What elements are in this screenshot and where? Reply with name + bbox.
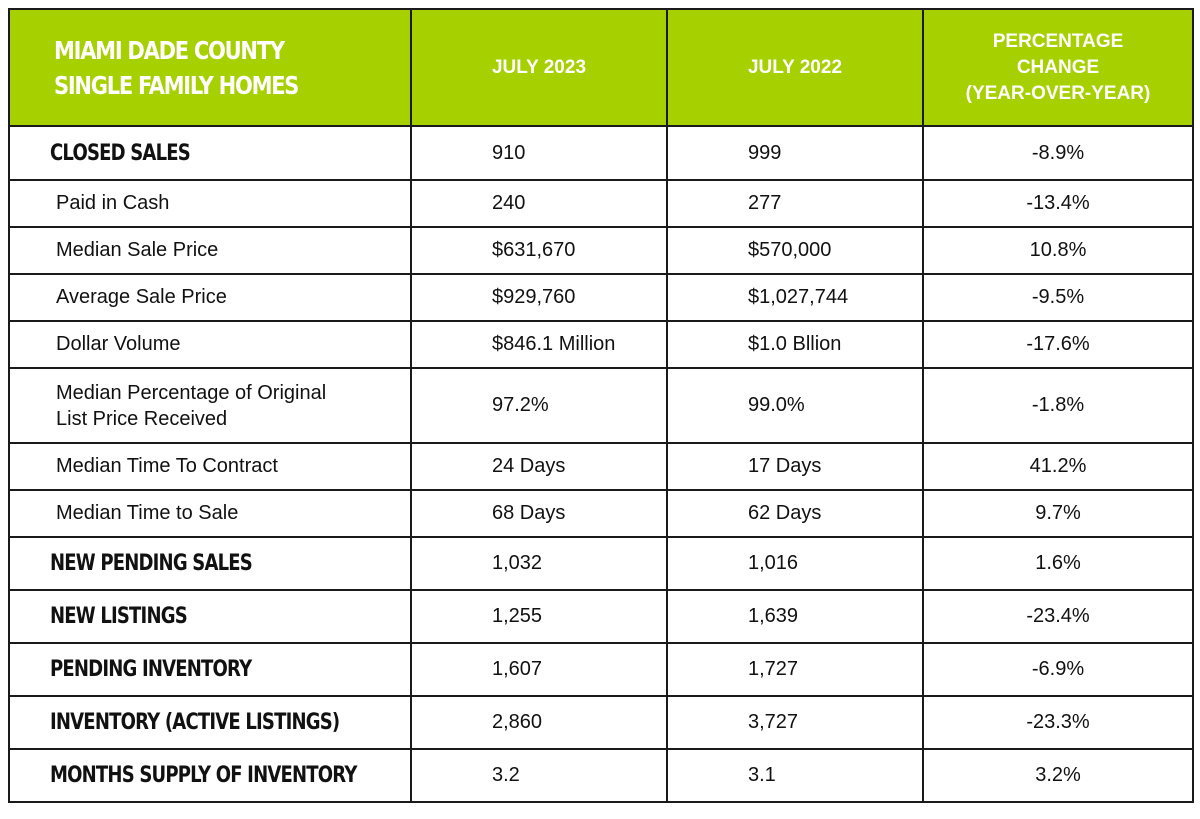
cell-july-2022: 99.0% bbox=[666, 367, 924, 444]
table-row-months-supply-of-inventory: MONTHS SUPPLY OF INVENTORY 3.2 3.1 3.2% bbox=[8, 748, 1194, 803]
cell-july-2023: 97.2% bbox=[410, 367, 668, 444]
cell-change: -8.9% bbox=[922, 125, 1194, 181]
row-label: Median Time to Sale bbox=[8, 489, 412, 538]
cell-change: 1.6% bbox=[922, 536, 1194, 591]
row-label: Median Percentage of Original List Price… bbox=[8, 367, 412, 444]
cell-change: 9.7% bbox=[922, 489, 1194, 538]
table-row-average-sale-price: Average Sale Price $929,760 $1,027,744 -… bbox=[8, 273, 1194, 322]
column-header-july-2023: JULY 2023 bbox=[410, 8, 668, 127]
col3-line-3: (YEAR-OVER-YEAR) bbox=[965, 82, 1151, 104]
cell-change: 10.8% bbox=[922, 226, 1194, 275]
cell-change: -1.8% bbox=[922, 367, 1194, 444]
cell-july-2022: 277 bbox=[666, 179, 924, 228]
table-row-new-pending-sales: NEW PENDING SALES 1,032 1,016 1.6% bbox=[8, 536, 1194, 591]
col3-line-1: PERCENTAGE bbox=[992, 30, 1124, 52]
row-label: INVENTORY (ACTIVE LISTINGS) bbox=[8, 695, 412, 750]
cell-july-2022: 1,639 bbox=[666, 589, 924, 644]
header-row: MIAMI DADE COUNTY SINGLE FAMILY HOMES JU… bbox=[8, 8, 1194, 127]
column-header-percentage-change: PERCENTAGE CHANGE (YEAR-OVER-YEAR) bbox=[922, 8, 1194, 127]
cell-july-2022: $570,000 bbox=[666, 226, 924, 275]
cell-july-2023: $631,670 bbox=[410, 226, 668, 275]
title-line-1: MIAMI DADE COUNTY bbox=[54, 35, 285, 65]
cell-july-2023: $929,760 bbox=[410, 273, 668, 322]
cell-july-2022: $1.0 Bllion bbox=[666, 320, 924, 369]
table-row-median-time-to-contract: Median Time To Contract 24 Days 17 Days … bbox=[8, 442, 1194, 491]
cell-july-2023: 2,860 bbox=[410, 695, 668, 750]
table-row-new-listings: NEW LISTINGS 1,255 1,639 -23.4% bbox=[8, 589, 1194, 644]
cell-change: -9.5% bbox=[922, 273, 1194, 322]
cell-july-2023: $846.1 Million bbox=[410, 320, 668, 369]
cell-july-2022: 999 bbox=[666, 125, 924, 181]
market-stats-table: MIAMI DADE COUNTY SINGLE FAMILY HOMES JU… bbox=[8, 8, 1194, 803]
row-label: CLOSED SALES bbox=[8, 125, 412, 181]
cell-july-2022: 17 Days bbox=[666, 442, 924, 491]
cell-july-2022: 1,727 bbox=[666, 642, 924, 697]
table-row-median-pct-original-list-price: Median Percentage of Original List Price… bbox=[8, 367, 1194, 444]
row-label: Dollar Volume bbox=[8, 320, 412, 369]
table-row-median-time-to-sale: Median Time to Sale 68 Days 62 Days 9.7% bbox=[8, 489, 1194, 538]
cell-july-2023: 910 bbox=[410, 125, 668, 181]
cell-july-2023: 1,032 bbox=[410, 536, 668, 591]
cell-july-2022: $1,027,744 bbox=[666, 273, 924, 322]
cell-july-2023: 1,607 bbox=[410, 642, 668, 697]
row-label: NEW LISTINGS bbox=[8, 589, 412, 644]
row-label: NEW PENDING SALES bbox=[8, 536, 412, 591]
title-line-2: SINGLE FAMILY HOMES bbox=[54, 70, 299, 100]
table-row-inventory-active-listings: INVENTORY (ACTIVE LISTINGS) 2,860 3,727 … bbox=[8, 695, 1194, 750]
col3-line-2: CHANGE bbox=[1016, 56, 1100, 78]
cell-july-2023: 240 bbox=[410, 179, 668, 228]
table-row-closed-sales: CLOSED SALES 910 999 -8.9% bbox=[8, 125, 1194, 181]
row-label: MONTHS SUPPLY OF INVENTORY bbox=[8, 748, 412, 803]
cell-july-2023: 68 Days bbox=[410, 489, 668, 538]
row-label-line-2: List Price Received bbox=[56, 407, 228, 430]
row-label: Median Time To Contract bbox=[8, 442, 412, 491]
table-row-pending-inventory: PENDING INVENTORY 1,607 1,727 -6.9% bbox=[8, 642, 1194, 697]
cell-july-2023: 24 Days bbox=[410, 442, 668, 491]
row-label: Paid in Cash bbox=[8, 179, 412, 228]
table-row-median-sale-price: Median Sale Price $631,670 $570,000 10.8… bbox=[8, 226, 1194, 275]
table-title: MIAMI DADE COUNTY SINGLE FAMILY HOMES bbox=[8, 8, 412, 127]
cell-change: 3.2% bbox=[922, 748, 1194, 803]
row-label-line-1: Median Percentage of Original bbox=[56, 381, 327, 404]
cell-july-2023: 3.2 bbox=[410, 748, 668, 803]
cell-change: -6.9% bbox=[922, 642, 1194, 697]
cell-change: -23.3% bbox=[922, 695, 1194, 750]
cell-july-2023: 1,255 bbox=[410, 589, 668, 644]
cell-change: -17.6% bbox=[922, 320, 1194, 369]
cell-july-2022: 62 Days bbox=[666, 489, 924, 538]
table-row-paid-in-cash: Paid in Cash 240 277 -13.4% bbox=[8, 179, 1194, 228]
cell-change: -23.4% bbox=[922, 589, 1194, 644]
cell-july-2022: 1,016 bbox=[666, 536, 924, 591]
table-row-dollar-volume: Dollar Volume $846.1 Million $1.0 Bllion… bbox=[8, 320, 1194, 369]
row-label: Median Sale Price bbox=[8, 226, 412, 275]
cell-july-2022: 3,727 bbox=[666, 695, 924, 750]
cell-change: -13.4% bbox=[922, 179, 1194, 228]
row-label: PENDING INVENTORY bbox=[8, 642, 412, 697]
row-label: Average Sale Price bbox=[8, 273, 412, 322]
cell-change: 41.2% bbox=[922, 442, 1194, 491]
cell-july-2022: 3.1 bbox=[666, 748, 924, 803]
column-header-july-2022: JULY 2022 bbox=[666, 8, 924, 127]
